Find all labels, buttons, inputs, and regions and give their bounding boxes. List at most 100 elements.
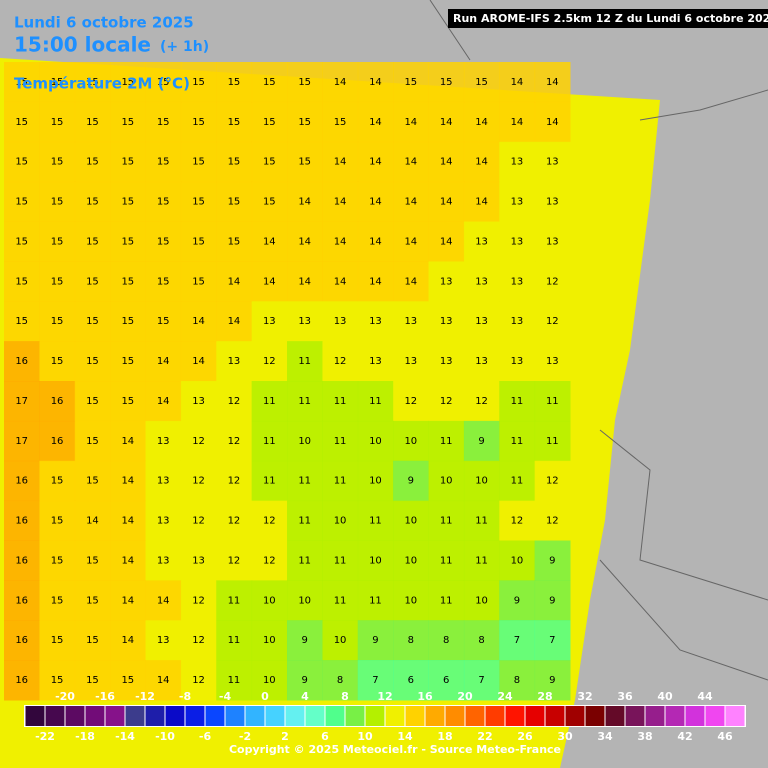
scale-box bbox=[285, 706, 305, 726]
grid-value: 14 bbox=[404, 197, 417, 208]
scale-box bbox=[385, 706, 405, 726]
grid-cell bbox=[322, 301, 359, 342]
grid-cell bbox=[357, 341, 394, 382]
grid-cell bbox=[499, 261, 536, 302]
grid-value: 15 bbox=[404, 77, 417, 88]
grid-value: 12 bbox=[475, 396, 488, 407]
grid-cell bbox=[357, 540, 394, 581]
grid-cell bbox=[428, 341, 465, 382]
grid-value: 10 bbox=[334, 516, 347, 527]
grid-value: 11 bbox=[298, 476, 311, 487]
scale-label-top: 16 bbox=[417, 690, 433, 703]
grid-cell bbox=[428, 540, 465, 581]
grid-cell bbox=[145, 301, 182, 342]
grid-value: 6 bbox=[408, 675, 414, 686]
grid-value: 12 bbox=[228, 436, 241, 447]
grid-cell bbox=[251, 62, 288, 103]
offset: (+ 1h) bbox=[160, 39, 209, 55]
grid-cell bbox=[180, 141, 217, 183]
grid-value: 10 bbox=[334, 635, 347, 646]
grid-value: 15 bbox=[15, 316, 28, 327]
grid-value: 9 bbox=[549, 555, 555, 566]
grid-value: 12 bbox=[263, 356, 276, 367]
grid-cell bbox=[428, 62, 465, 103]
grid-value: 15 bbox=[228, 157, 241, 168]
grid-value: 15 bbox=[51, 117, 64, 128]
grid-value: 15 bbox=[121, 356, 134, 367]
scale-box bbox=[65, 706, 85, 726]
grid-cell bbox=[428, 420, 465, 462]
grid-cell bbox=[110, 381, 146, 422]
grid-cell bbox=[393, 540, 429, 581]
grid-value: 14 bbox=[511, 77, 524, 88]
grid-cell bbox=[357, 381, 394, 422]
grid-value: 12 bbox=[546, 316, 559, 327]
grid-value: 8 bbox=[337, 675, 343, 686]
grid-cell bbox=[393, 500, 429, 541]
grid-cell bbox=[393, 660, 429, 701]
grid-cell bbox=[251, 500, 288, 541]
grid-cell bbox=[393, 101, 429, 143]
grid-value: 14 bbox=[369, 77, 382, 88]
grid-value: 15 bbox=[475, 77, 488, 88]
scale-box bbox=[245, 706, 265, 726]
grid-cell bbox=[180, 420, 217, 462]
grid-value: 13 bbox=[157, 635, 170, 646]
grid-value: 14 bbox=[404, 276, 417, 287]
grid-value: 14 bbox=[157, 675, 170, 686]
grid-value: 14 bbox=[440, 117, 453, 128]
grid-value: 13 bbox=[440, 356, 453, 367]
grid-cell bbox=[216, 261, 253, 302]
variable: Température 2M (°C) bbox=[14, 75, 190, 93]
grid-value: 15 bbox=[157, 117, 170, 128]
grid-cell bbox=[499, 221, 536, 262]
grid-cell bbox=[216, 181, 253, 222]
grid-cell bbox=[180, 620, 217, 661]
grid-value: 15 bbox=[51, 635, 64, 646]
grid-cell bbox=[4, 141, 40, 183]
grid-value: 11 bbox=[369, 595, 382, 606]
grid-value: 13 bbox=[369, 356, 382, 367]
grid-cell bbox=[74, 141, 111, 183]
grid-value: 15 bbox=[228, 117, 241, 128]
grid-value: 15 bbox=[51, 157, 64, 168]
grid-value: 7 bbox=[478, 675, 484, 686]
grid-cell bbox=[110, 500, 146, 541]
grid-value: 14 bbox=[404, 117, 417, 128]
scale-label-bottom: -10 bbox=[155, 730, 175, 743]
grid-value: 16 bbox=[15, 675, 28, 686]
grid-cell bbox=[145, 580, 182, 621]
grid-cell bbox=[4, 500, 40, 541]
grid-value: 11 bbox=[228, 635, 241, 646]
grid-cell bbox=[357, 181, 394, 222]
grid-cell bbox=[393, 301, 429, 342]
grid-cell bbox=[357, 62, 394, 103]
grid-cell bbox=[357, 141, 394, 183]
scale-label-top: -4 bbox=[219, 690, 232, 703]
grid-cell bbox=[357, 660, 394, 701]
scale-label-top: -16 bbox=[95, 690, 115, 703]
grid-value: 10 bbox=[475, 476, 488, 487]
grid-value: 15 bbox=[51, 595, 64, 606]
grid-cell bbox=[428, 460, 465, 502]
grid-value: 13 bbox=[334, 316, 347, 327]
scale-label-bottom: 2 bbox=[281, 730, 289, 743]
borders bbox=[429, 0, 768, 681]
grid-cell bbox=[74, 620, 111, 661]
grid-cell bbox=[110, 660, 146, 701]
grid-value: 16 bbox=[15, 516, 28, 527]
grid-cell bbox=[428, 101, 465, 143]
grid-cell bbox=[251, 181, 288, 222]
scale-label-top: 12 bbox=[377, 690, 392, 703]
grid-value: 7 bbox=[549, 635, 555, 646]
grid-value: 15 bbox=[86, 396, 99, 407]
grid-value: 15 bbox=[51, 236, 64, 247]
grid-cell bbox=[216, 660, 253, 701]
grid-value: 12 bbox=[192, 516, 205, 527]
grid-value: 14 bbox=[334, 197, 347, 208]
scale-box bbox=[145, 706, 165, 726]
grid-cell bbox=[251, 660, 288, 701]
grid-value: 10 bbox=[404, 516, 417, 527]
grid-value: 15 bbox=[157, 236, 170, 247]
grid-cell bbox=[145, 181, 182, 222]
